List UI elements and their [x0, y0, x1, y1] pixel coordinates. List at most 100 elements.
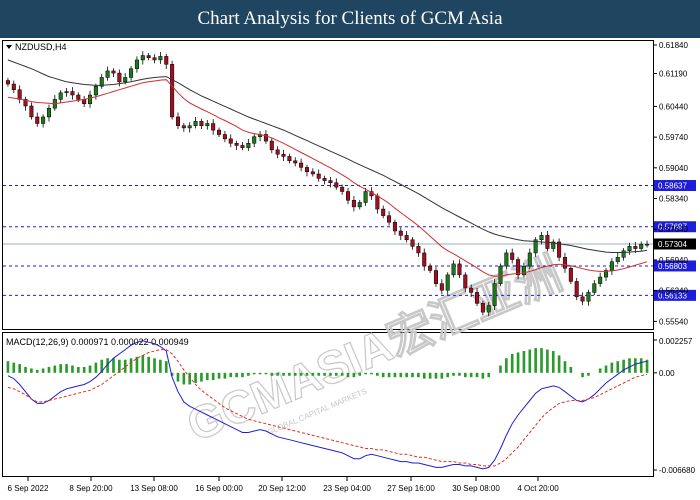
candle — [351, 195, 356, 212]
candle — [439, 279, 444, 295]
candle — [193, 116, 198, 129]
candle — [88, 90, 93, 108]
candle — [410, 237, 415, 250]
candle — [498, 263, 503, 287]
candle — [639, 241, 644, 252]
candle — [615, 252, 620, 265]
candle — [598, 272, 603, 287]
candle — [557, 238, 562, 262]
candle — [475, 288, 480, 307]
candle — [64, 87, 69, 97]
candle — [404, 231, 409, 243]
candle — [562, 252, 567, 273]
x-tick-label: 6 Sep 2022 — [8, 484, 49, 493]
candle — [258, 130, 263, 142]
candle — [533, 237, 538, 257]
slow-moving-average-line — [7, 59, 648, 253]
candle — [445, 272, 450, 295]
candle — [510, 248, 515, 264]
candle — [240, 141, 245, 151]
level-price-label: 0.56133 — [658, 291, 687, 300]
candle — [645, 240, 650, 248]
y-tick-label: 0.61190 — [659, 70, 688, 79]
symbol-menu-icon[interactable] — [6, 45, 12, 49]
candle — [457, 259, 462, 279]
candle — [422, 248, 427, 271]
macd-label: MACD(12,26,9) 0.000971 0.000022 0.000949 — [6, 337, 189, 347]
y-tick-label: 0.59040 — [659, 164, 688, 173]
x-tick-label: 27 Sep 16:00 — [387, 484, 435, 493]
candle — [322, 175, 327, 185]
candle — [252, 134, 257, 148]
current-price-label: 0.57304 — [658, 240, 687, 249]
candle — [480, 300, 485, 316]
candle — [521, 262, 526, 278]
candle — [357, 199, 362, 210]
candle — [46, 104, 51, 122]
chart-banner-title: Chart Analysis for Clients of GCM Asia — [0, 0, 700, 38]
level-price-label: 0.58637 — [658, 182, 687, 191]
level-price-tag — [654, 289, 696, 301]
candle — [592, 280, 597, 296]
y-tick-label: 0.58340 — [659, 195, 688, 204]
candle — [428, 263, 433, 274]
candle — [246, 138, 251, 151]
x-tick-label: 20 Sep 12:00 — [258, 484, 306, 493]
candle — [328, 177, 333, 188]
candle — [99, 73, 104, 89]
candle — [310, 168, 315, 177]
candle — [164, 53, 169, 69]
x-tick-label: 4 Oct 20:00 — [517, 484, 559, 493]
candle — [5, 77, 10, 87]
watermark-text: GCMASIA宏汇亚洲 — [179, 247, 569, 452]
level-price-tag — [654, 180, 696, 192]
candle — [416, 242, 421, 257]
candle — [486, 302, 491, 317]
candle — [346, 188, 351, 205]
candle — [134, 56, 139, 73]
y-tick-label: 0.55540 — [659, 317, 688, 326]
x-tick-label: 13 Sep 08:00 — [130, 484, 178, 493]
candle — [23, 96, 28, 111]
candle — [627, 242, 632, 255]
candle — [334, 178, 339, 190]
candle — [199, 118, 204, 130]
candle — [392, 219, 397, 235]
candle — [381, 205, 386, 219]
macd-line — [7, 340, 648, 470]
candle — [568, 265, 573, 285]
candle — [263, 130, 268, 144]
x-tick-label: 16 Sep 00:00 — [195, 484, 243, 493]
macd-y-tick-label: -0.006680 — [659, 466, 696, 475]
x-tick-label: 30 Sep 08:00 — [452, 484, 500, 493]
candle — [551, 239, 556, 252]
candle — [574, 277, 579, 301]
candle — [604, 267, 609, 282]
candle — [70, 87, 75, 100]
main-panel-frame — [2, 40, 654, 330]
candle — [58, 90, 63, 103]
x-tick-label: 23 Sep 04:00 — [323, 484, 371, 493]
candle — [217, 127, 222, 138]
candle — [152, 54, 157, 64]
candle — [287, 153, 292, 164]
level-price-tag — [654, 221, 696, 233]
candle — [504, 249, 509, 270]
candle — [111, 68, 116, 78]
y-tick-label: 0.60440 — [659, 102, 688, 111]
candle — [29, 102, 34, 120]
candle — [11, 80, 16, 94]
level-price-label: 0.57697 — [658, 223, 687, 232]
candle — [586, 289, 591, 306]
candle — [527, 248, 532, 270]
candle — [299, 158, 304, 172]
candle — [140, 51, 145, 65]
candle — [316, 169, 321, 182]
candle — [234, 140, 239, 151]
candle — [41, 114, 46, 128]
candle — [492, 279, 497, 311]
candle — [170, 60, 175, 120]
macd-signal-line — [7, 349, 648, 467]
